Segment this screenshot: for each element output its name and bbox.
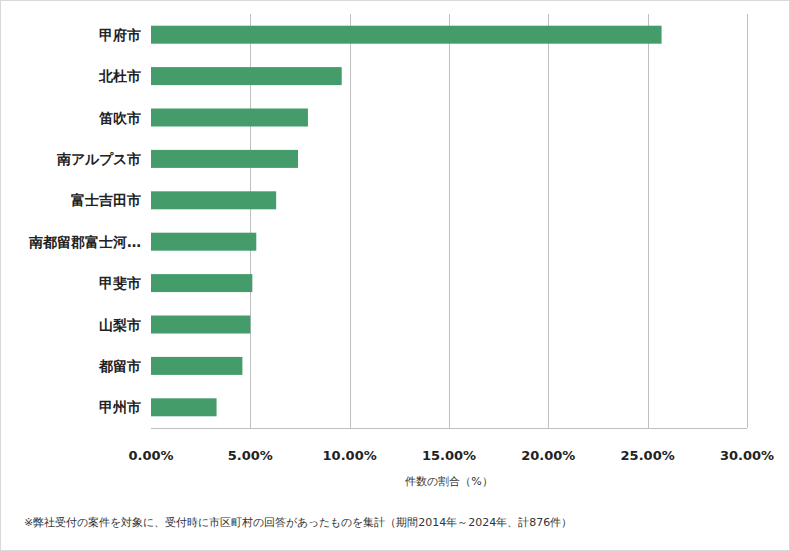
tick-label: 10.00% [323,448,377,463]
annotation: ※弊社受付の案件を対象に、受付時に市区町村の回答があったものを集計（期間2014… [24,516,572,529]
bar [151,109,308,127]
grid-line [648,14,649,428]
tick-label: 25.00% [621,448,675,463]
bar [151,357,242,375]
tick-label: 5.00% [228,448,273,463]
tick-label: 0.00% [128,448,173,463]
grid-line [350,14,351,428]
bar [151,191,276,209]
grid-line [747,14,748,428]
tick-label: 30.00% [720,448,774,463]
bar [151,150,298,168]
category-label: 山梨市 [99,317,141,333]
category-label: 甲州市 [99,399,141,415]
bar [151,26,662,44]
category-label: 南アルプス市 [56,151,141,167]
bar [151,398,217,416]
bars [151,26,662,417]
category-label: 北杜市 [98,68,141,84]
chart-svg: 0.00% 5.00% 10.00% 15.00% 20.00% 25.00% 30.00%… [0,0,790,551]
grid-line [449,14,450,428]
category-label: 甲府市 [99,27,141,43]
x-axis-label: 件数の割合（%） [405,475,492,488]
category-label: 南都留郡富士河… [28,234,141,250]
category-label: 甲斐市 [99,275,141,291]
category-label: 笛吹市 [98,110,141,126]
chart-border [1,1,790,551]
chart-container: 0.00% 5.00% 10.00% 15.00% 20.00% 25.00% 30.00%… [0,0,790,551]
bar [151,274,252,292]
tick-label: 15.00% [422,448,476,463]
tick-label: 20.00% [521,448,575,463]
category-label: 富士吉田市 [71,192,141,208]
x-axis-line [151,428,747,429]
grid-line [548,14,549,428]
bar [151,233,256,251]
category-label: 都留市 [98,358,141,374]
bar [151,67,342,85]
bar [151,316,250,334]
